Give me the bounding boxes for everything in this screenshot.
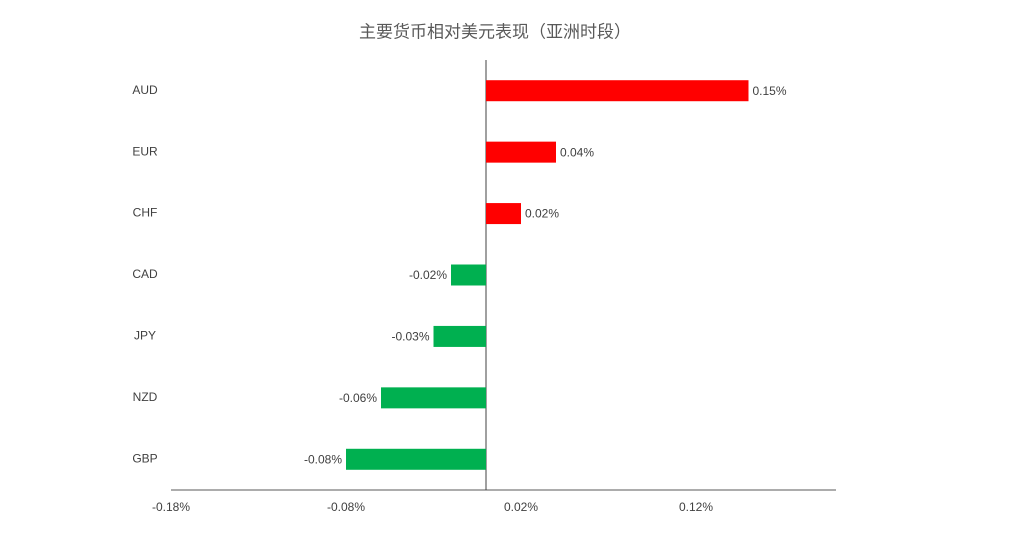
bar: [451, 264, 486, 286]
bar: [433, 325, 486, 347]
bar: [486, 80, 749, 102]
bar: [346, 448, 486, 470]
x-tick-label: 0.12%: [679, 500, 713, 514]
y-tick-label: CHF: [133, 206, 158, 220]
value-label: -0.03%: [391, 330, 429, 344]
y-tick-label: NZD: [133, 390, 158, 404]
bar: [486, 203, 521, 225]
y-tick-label: CAD: [132, 267, 158, 281]
value-label: 0.02%: [525, 207, 559, 221]
chart-title: 主要货币相对美元表现（亚洲时段）: [359, 22, 631, 41]
x-tick-label: -0.08%: [327, 500, 365, 514]
bar: [486, 141, 556, 163]
value-label: 0.04%: [560, 145, 594, 159]
y-tick-label: GBP: [132, 451, 157, 465]
bar: [381, 387, 486, 409]
value-label: -0.06%: [339, 391, 377, 405]
value-label: 0.15%: [753, 84, 787, 98]
y-tick-label: EUR: [132, 144, 158, 158]
y-tick-label: JPY: [134, 329, 156, 343]
x-tick-label: 0.02%: [504, 500, 538, 514]
x-tick-label: -0.18%: [152, 500, 190, 514]
value-label: -0.08%: [304, 452, 342, 466]
y-tick-label: AUD: [132, 83, 158, 97]
value-label: -0.02%: [409, 268, 447, 282]
